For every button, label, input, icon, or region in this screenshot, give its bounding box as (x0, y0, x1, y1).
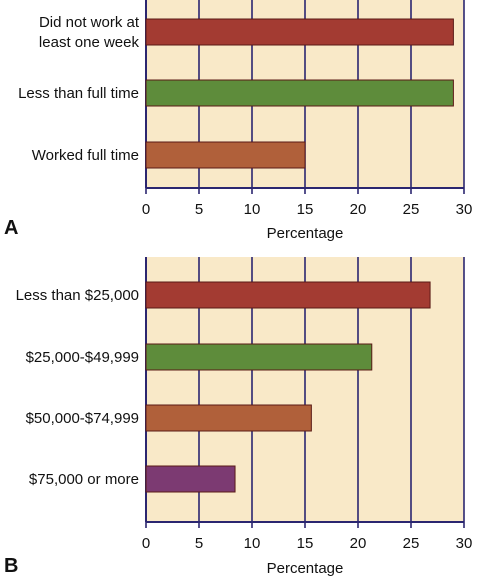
panel-a-x-tick-label: 0 (142, 201, 150, 218)
panel-b-category-label: Less than $25,000 (16, 287, 139, 304)
panel-a-x-tick-label: 5 (195, 201, 203, 218)
panel-b-x-tick-label: 5 (195, 535, 203, 552)
panel-a-bar (145, 79, 454, 107)
panel-b-bar (145, 281, 431, 309)
panel-b-x-tick-label: 10 (244, 535, 261, 552)
panel-a-x-tick-label: 15 (297, 201, 314, 218)
panel-b-x-tick-label: 20 (350, 535, 367, 552)
panel-b-x-tick-label: 30 (456, 535, 473, 552)
panel-b-x-tick-label: 0 (142, 535, 150, 552)
panel-a-category-label: Did not work at (39, 14, 140, 31)
panel-b-x-tick-label: 15 (297, 535, 314, 552)
panel-a-category-label: Less than full time (18, 85, 139, 102)
panel-a-letter: A (4, 217, 18, 239)
panel-a-category-label: least one week (39, 34, 140, 51)
panel-b-bar (145, 343, 373, 371)
panel-b-x-axis-title: Percentage (267, 560, 344, 577)
panel-b-category-label: $25,000-$49,999 (26, 349, 139, 366)
panel-b-bar (145, 404, 312, 432)
panel-b-category-label: $75,000 or more (29, 471, 139, 488)
panel-a-x-tick-label: 30 (456, 201, 473, 218)
panel-a-category-label: Worked full time (32, 147, 139, 164)
panel-a-x-tick-label: 25 (403, 201, 420, 218)
panel-b-category-label: $50,000-$74,999 (26, 410, 139, 427)
panel-a-x-tick-label: 20 (350, 201, 367, 218)
panel-a-x-tick-label: 10 (244, 201, 261, 218)
panel-b-x-tick-label: 25 (403, 535, 420, 552)
panel-b: 0 5 10 15 20 25 30 Less than $25,000 $25,000-$49… (16, 257, 473, 577)
panel-a-bar (145, 141, 306, 169)
panel-a-bar (145, 18, 454, 46)
panel-b-letter: B (4, 555, 18, 577)
panel-b-bar (145, 465, 236, 493)
panel-a: 0 5 10 15 20 25 30 Did not work at least one wee… (18, 0, 472, 242)
panel-a-x-axis-title: Percentage (267, 225, 344, 242)
